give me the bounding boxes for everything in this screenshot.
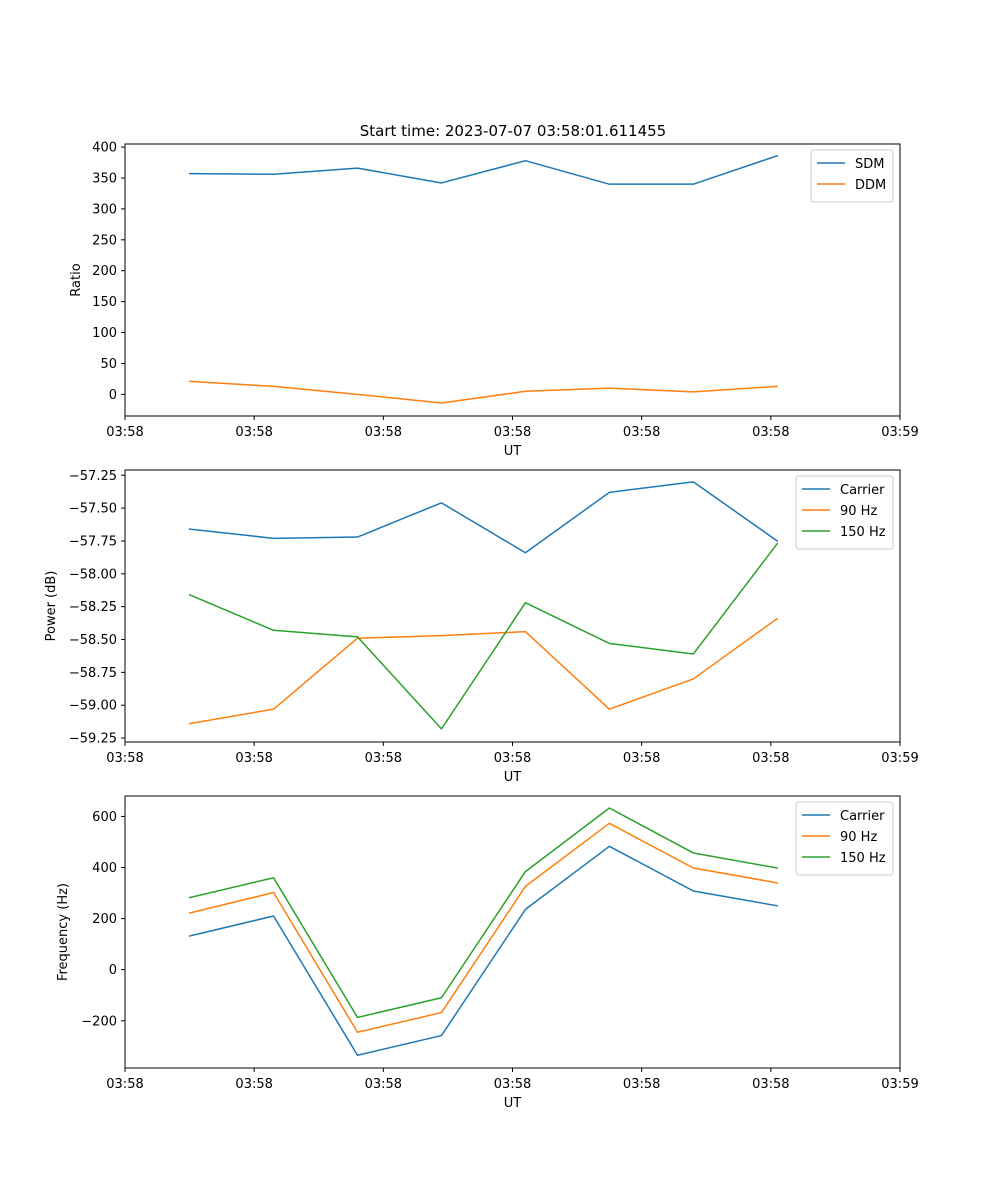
frequency-y-tick-label: −200 xyxy=(81,1014,117,1029)
ratio-y-tick-label: 400 xyxy=(92,141,117,156)
power-x-tick-label: 03:58 xyxy=(494,751,531,766)
ratio-legend: SDM DDM xyxy=(810,149,894,203)
ratio-panel: 03:58 03:58 03:58 03:58 03:58 03:58 03:59 0 50 10… xyxy=(69,141,919,459)
power-x-tick-label: 03:58 xyxy=(365,751,402,766)
frequency-legend-label: 90 Hz xyxy=(840,830,877,845)
power-series-150-hz xyxy=(188,542,779,730)
power-y-tick-label: −57.75 xyxy=(69,534,117,549)
frequency-x-tick-label: 03:58 xyxy=(623,1077,660,1092)
frequency-series-150-hz xyxy=(188,807,779,1019)
ratio-y-tick-label: 50 xyxy=(100,357,117,372)
chart-title: Start time: 2023-07-07 03:58:01.611455 xyxy=(360,122,666,140)
frequency-y-tick-label: 400 xyxy=(92,861,117,876)
frequency-x-tick-label: 03:59 xyxy=(881,1077,918,1092)
frequency-legend-label: Carrier xyxy=(840,809,885,824)
power-y-tick-label: −57.50 xyxy=(69,502,117,517)
ratio-x-tick-label: 03:58 xyxy=(235,425,272,440)
power-legend-label: Carrier xyxy=(840,483,885,498)
ratio-x-tick-label: 03:58 xyxy=(365,425,402,440)
ratio-legend-label: DDM xyxy=(855,178,886,193)
power-panel: 03:58 03:58 03:58 03:58 03:58 03:58 03:59 −59.2… xyxy=(44,469,919,785)
power-x-tick-label: 03:58 xyxy=(106,751,143,766)
frequency-y-tick-label: 600 xyxy=(92,810,117,825)
power-y-tick-label: −58.75 xyxy=(69,666,117,681)
power-x-axis-label: UT xyxy=(504,770,522,785)
frequency-y-tick-label: 0 xyxy=(109,963,117,978)
frequency-x-axis-label: UT xyxy=(504,1096,522,1111)
frequency-x-tick-label: 03:58 xyxy=(752,1077,789,1092)
frequency-legend: Carrier 90 Hz 150 Hz xyxy=(795,801,894,876)
frequency-series-90-hz xyxy=(188,822,779,1033)
ratio-y-tick-label: 300 xyxy=(92,202,117,217)
frequency-y-tick-label: 200 xyxy=(92,912,117,927)
ratio-y-tick-label: 350 xyxy=(92,172,117,187)
frequency-x-tick-label: 03:58 xyxy=(106,1077,143,1092)
ratio-x-axis-label: UT xyxy=(504,444,522,459)
chart-panels: 03:58 03:58 03:58 03:58 03:58 03:58 03:59 0 50 10… xyxy=(44,141,919,1111)
frequency-y-axis-label: Frequency (Hz) xyxy=(56,883,71,981)
frequency-x-tick-label: 03:58 xyxy=(494,1077,531,1092)
ratio-y-tick-label: 100 xyxy=(92,326,117,341)
ratio-x-tick-label: 03:59 xyxy=(881,425,918,440)
ratio-x-tick-label: 03:58 xyxy=(494,425,531,440)
ratio-x-tick-label: 03:58 xyxy=(106,425,143,440)
power-legend-label: 150 Hz xyxy=(840,525,886,540)
ratio-legend-label: SDM xyxy=(855,157,884,172)
ratio-series-sdm xyxy=(188,155,779,185)
power-x-tick-label: 03:58 xyxy=(235,751,272,766)
power-y-tick-label: −59.00 xyxy=(69,699,117,714)
power-x-tick-label: 03:58 xyxy=(623,751,660,766)
power-series-carrier xyxy=(188,481,779,554)
ratio-y-tick-label: 200 xyxy=(92,264,117,279)
ratio-y-tick-label: 250 xyxy=(92,233,117,248)
ratio-x-tick-label: 03:58 xyxy=(623,425,660,440)
ratio-series-ddm xyxy=(188,380,779,404)
power-legend: Carrier 90 Hz 150 Hz xyxy=(795,475,894,550)
power-y-tick-label: −58.25 xyxy=(69,600,117,615)
frequency-panel: 03:58 03:58 03:58 03:58 03:58 03:58 03:59 −200 0… xyxy=(56,795,919,1111)
power-y-tick-label: −57.25 xyxy=(69,469,117,484)
frequency-x-tick-label: 03:58 xyxy=(235,1077,272,1092)
power-x-tick-label: 03:58 xyxy=(752,751,789,766)
ratio-x-tick-label: 03:58 xyxy=(752,425,789,440)
ratio-y-tick-label: 0 xyxy=(109,388,117,403)
power-y-tick-label: −58.50 xyxy=(69,633,117,648)
power-y-tick-label: −58.00 xyxy=(69,567,117,582)
frequency-x-tick-label: 03:58 xyxy=(365,1077,402,1092)
ratio-y-axis-label: Ratio xyxy=(69,263,84,296)
frequency-series-carrier xyxy=(188,845,779,1056)
ratio-y-tick-label: 150 xyxy=(92,295,117,310)
power-series-90-hz xyxy=(188,617,779,725)
power-legend-label: 90 Hz xyxy=(840,504,877,519)
power-y-axis-label: Power (dB) xyxy=(44,571,59,642)
power-x-tick-label: 03:59 xyxy=(881,751,918,766)
power-y-tick-label: −59.25 xyxy=(69,732,117,747)
frequency-legend-label: 150 Hz xyxy=(840,851,886,866)
